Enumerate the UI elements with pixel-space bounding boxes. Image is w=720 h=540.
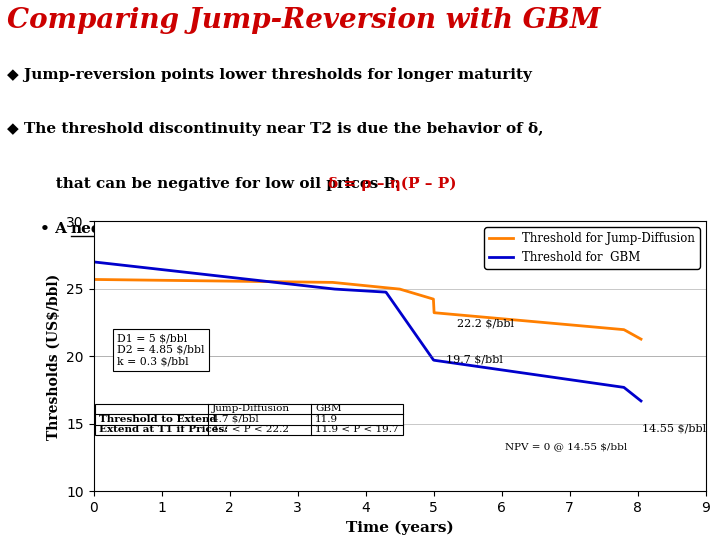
Text: Comparing Jump-Reversion with GBM: Comparing Jump-Reversion with GBM <box>7 7 600 34</box>
Threshold for  GBM <box>123 262 132 269</box>
Text: ◆ The threshold discontinuity near T2 is due the behavior of δ,: ◆ The threshold discontinuity near T2 is… <box>7 123 544 137</box>
Threshold for Jump-Diffusion <box>636 336 645 342</box>
Line: Threshold for Jump-Diffusion: Threshold for Jump-Diffusion <box>94 280 641 339</box>
Threshold for Jump-Diffusion <box>438 310 446 316</box>
Threshold for Jump-Diffusion <box>505 316 513 322</box>
Threshold for Jump-Diffusion <box>408 289 416 296</box>
Text: NPV = 0 @ 14.55 $/bbl: NPV = 0 @ 14.55 $/bbl <box>505 443 627 451</box>
Threshold for  GBM <box>438 358 446 365</box>
Text: D1 = 5 $/bbl
D2 = 4.85 $/bbl
k = 0.3 $/bbl: D1 = 5 $/bbl D2 = 4.85 $/bbl k = 0.3 $/b… <box>117 333 205 366</box>
Text: 22.2 $/bbl: 22.2 $/bbl <box>457 319 514 329</box>
Text: 4.7 $/bbl: 4.7 $/bbl <box>212 415 258 424</box>
Text: necessary: necessary <box>71 222 154 237</box>
Text: condition for American call: condition for American call <box>140 222 384 237</box>
Bar <box>95 404 403 435</box>
Threshold for  GBM <box>561 376 570 382</box>
Threshold for Jump-Diffusion <box>421 294 430 300</box>
Threshold for  GBM <box>421 346 430 353</box>
Text: GBM: GBM <box>315 404 342 414</box>
Text: Threshold to Extend: Threshold to Extend <box>99 415 217 424</box>
Text: 11.9 < P < 19.7: 11.9 < P < 19.7 <box>315 426 399 435</box>
Text: 11.9: 11.9 <box>315 415 338 424</box>
Threshold for  GBM <box>408 325 416 332</box>
Threshold for  GBM <box>636 398 645 404</box>
Text: • A: • A <box>40 222 72 237</box>
Threshold for Jump-Diffusion <box>89 276 98 283</box>
Text: early: early <box>384 222 426 237</box>
Text: 4.7 < P < 22.2: 4.7 < P < 22.2 <box>212 426 289 435</box>
Text: δ > 0: δ > 0 <box>500 222 544 237</box>
X-axis label: Time (years): Time (years) <box>346 521 454 535</box>
Threshold for  GBM <box>89 259 98 265</box>
Text: Extend at T1 if Prices:: Extend at T1 if Prices: <box>99 426 228 435</box>
Threshold for Jump-Diffusion <box>123 276 132 283</box>
Text: ◆ Jump-reversion points lower thresholds for longer maturity: ◆ Jump-reversion points lower thresholds… <box>7 68 532 82</box>
Legend: Threshold for Jump-Diffusion, Threshold for  GBM: Threshold for Jump-Diffusion, Threshold … <box>485 227 700 269</box>
Threshold for  GBM <box>505 368 513 374</box>
Text: Jump-Diffusion: Jump-Diffusion <box>212 404 290 414</box>
Threshold for Jump-Diffusion <box>561 321 570 328</box>
Text: 14.55 $/bbl: 14.55 $/bbl <box>642 423 706 433</box>
Text: 19.7 $/bbl: 19.7 $/bbl <box>446 354 503 364</box>
Text: δ = ρ – η(P̅ – P): δ = ρ – η(P̅ – P) <box>328 177 456 191</box>
Line: Threshold for  GBM: Threshold for GBM <box>94 262 641 401</box>
Text: exercise is: exercise is <box>416 222 516 237</box>
Text: that can be negative for low oil prices P:: that can be negative for low oil prices … <box>40 177 405 191</box>
Y-axis label: Thresholds (US$/bbl): Thresholds (US$/bbl) <box>47 273 60 440</box>
